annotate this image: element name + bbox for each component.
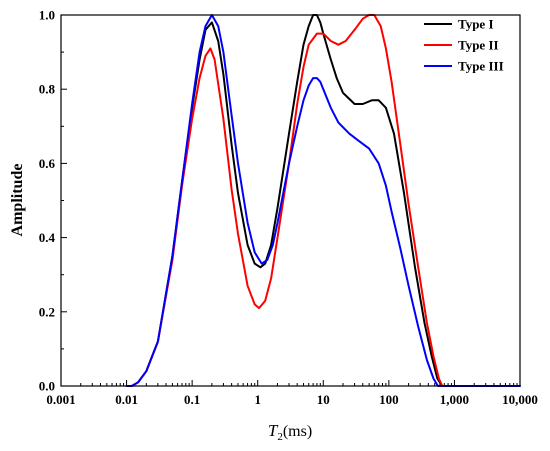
x-tick-label: 0.01 (115, 392, 138, 407)
x-tick-label: 10,000 (502, 392, 538, 407)
x-tick-label: 0.1 (184, 392, 200, 407)
x-axis-unit: (ms) (283, 423, 312, 440)
series-line-3 (125, 14, 521, 387)
y-tick-label: 1.0 (39, 8, 55, 23)
x-axis-subscript: 2 (277, 431, 283, 443)
x-tick-label: 10 (317, 392, 330, 407)
x-axis-var: T (268, 421, 279, 440)
y-tick-label: 0.6 (39, 156, 56, 171)
x-tick-label: 1 (254, 392, 261, 407)
legend-label-1: Type I (458, 17, 494, 32)
legend-label-3: Type III (458, 59, 504, 74)
x-tick-label: 0.001 (46, 392, 75, 407)
plot-frame (60, 14, 521, 387)
series-line-2 (125, 14, 444, 387)
y-tick-label: 0.4 (39, 230, 56, 245)
x-tick-label: 1,000 (440, 392, 469, 407)
tick-layer: 0.001 0.01 0.1 1 10 100 1,000 10,000 0.0 0.2 0.4 0.… (39, 8, 538, 408)
x-tick-label: 100 (379, 392, 399, 407)
y-axis-title: Amplitude (9, 164, 26, 237)
x-axis-title: T2(ms) (268, 421, 312, 443)
series-line-1 (125, 14, 444, 387)
legend-label-2: Type II (458, 38, 499, 53)
y-tick-label: 0.0 (39, 379, 55, 394)
y-tick-label: 0.8 (39, 82, 56, 97)
y-tick-label: 0.2 (39, 304, 55, 319)
series-layer (125, 14, 521, 387)
legend: Type I Type II Type III (424, 17, 504, 74)
